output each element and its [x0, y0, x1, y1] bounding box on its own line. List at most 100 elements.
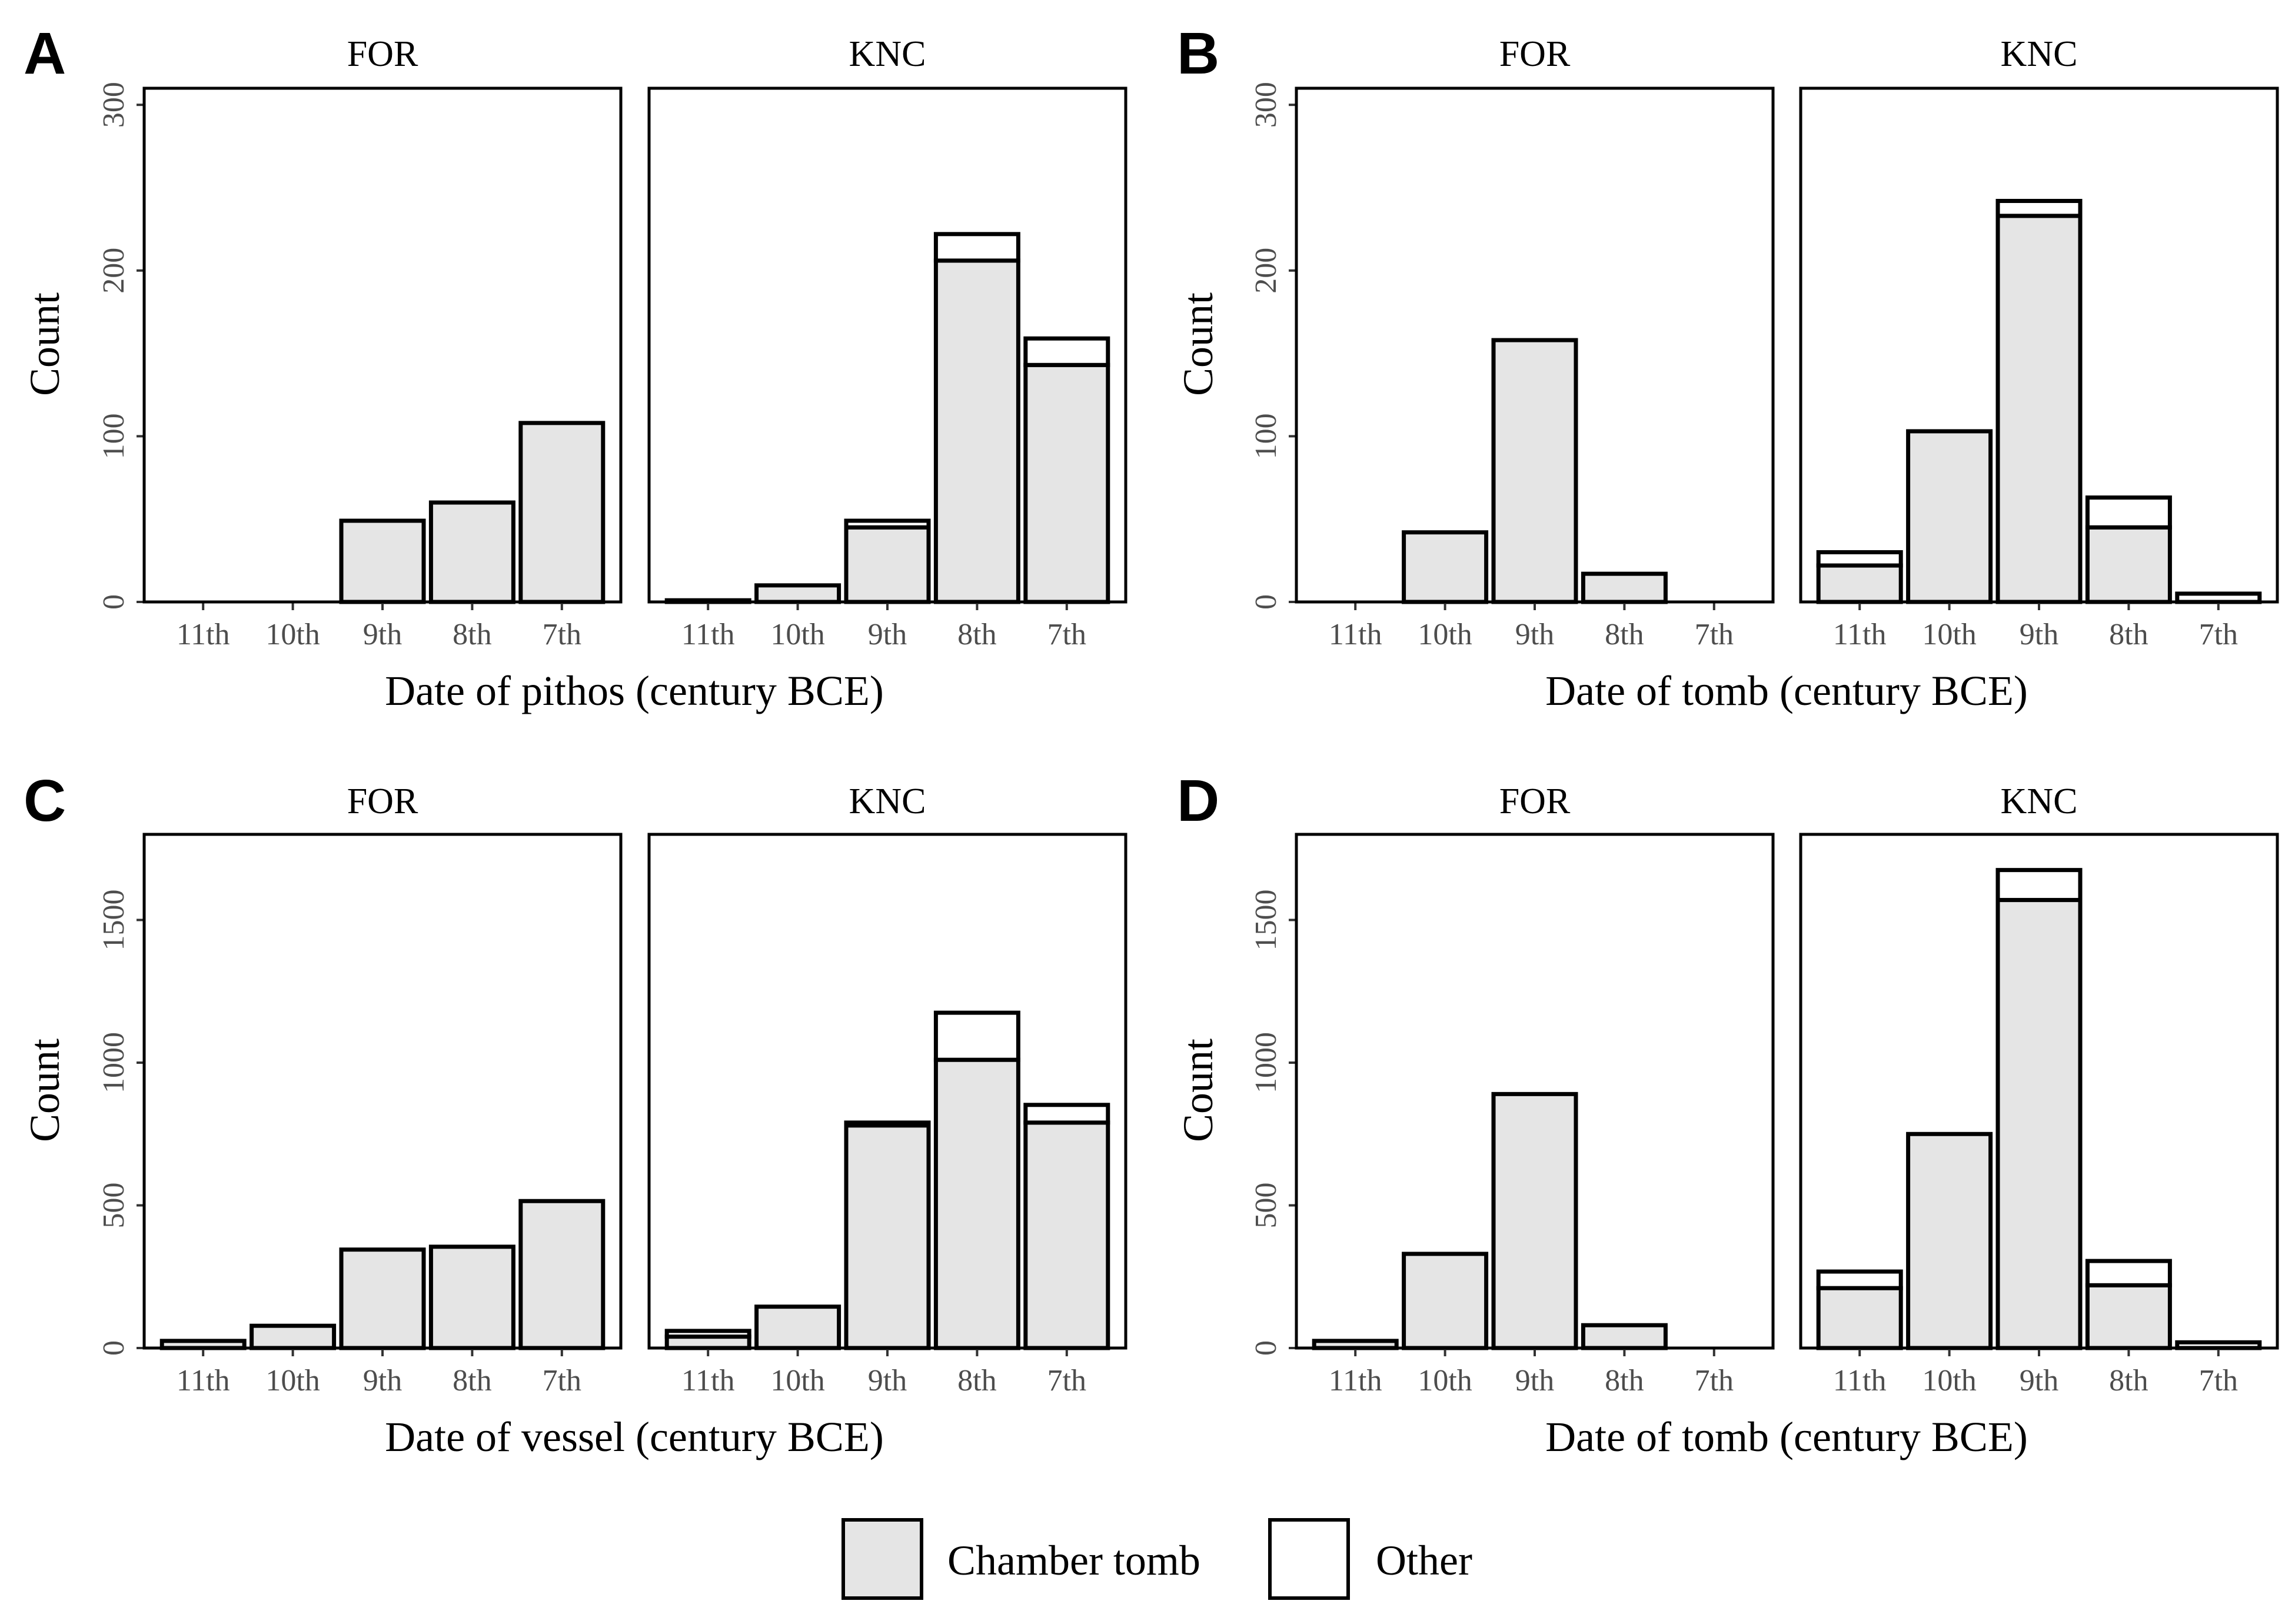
legend-key-other [1268, 1518, 1350, 1600]
x-tick-label: 10th [1922, 1364, 1976, 1397]
bar-other [844, 1120, 931, 1128]
y-tick-label: 200 [1249, 248, 1283, 294]
y-tick-label: 200 [97, 248, 131, 294]
bar-chamber-tomb [250, 1323, 337, 1350]
facet-border [142, 833, 623, 1350]
x-tick-label: 7th [543, 618, 581, 651]
bar-chamber-tomb [339, 1247, 426, 1350]
bar-chamber-tomb [1491, 338, 1578, 604]
y-axis-ticks: 0 500 1000 1500 [1249, 890, 1296, 1356]
facet-border [1799, 86, 2279, 604]
panel-letter: D [1177, 768, 1219, 834]
bar-chamber-tomb [1816, 1286, 1903, 1350]
bar-chamber-tomb [754, 583, 842, 604]
bar-chamber-tomb [1402, 530, 1489, 604]
x-tick-label: 8th [957, 1364, 996, 1397]
x-tick-label: 8th [2109, 1364, 2148, 1397]
bar-other [664, 1329, 751, 1339]
chart-b: B FOR KNC Count Date of tomb (century BC… [1175, 21, 2279, 714]
bar-chamber-tomb [844, 525, 931, 604]
y-tick-label: 100 [1249, 413, 1283, 459]
legend-key-chamber-tomb [842, 1518, 923, 1600]
x-axis-title: Date of vessel (century BCE) [385, 1413, 884, 1460]
y-axis-ticks: 0 100 200 300 [1249, 82, 1296, 610]
y-tick-label: 1500 [97, 890, 131, 951]
x-axis-ticks: 11th 10th 9th 8th 7th [681, 602, 1086, 651]
x-tick-label: 11th [1833, 1364, 1887, 1397]
x-tick-label: 8th [2109, 618, 2148, 651]
facet-label: FOR [347, 781, 418, 821]
y-axis-title: Count [1175, 1039, 1222, 1142]
x-tick-label: 8th [1605, 618, 1644, 651]
x-tick-label: 9th [1515, 1364, 1554, 1397]
facet-knc: 11th 10th 9th 8th 7th [647, 86, 1127, 651]
x-tick-label: 10th [770, 1364, 824, 1397]
x-tick-label: 11th [177, 618, 230, 651]
x-tick-label: 7th [2199, 1364, 2238, 1397]
bar-chamber-tomb [1491, 1091, 1578, 1350]
x-tick-label: 10th [1922, 618, 1976, 651]
y-tick-label: 1500 [1249, 890, 1283, 951]
bar-chamber-tomb [1581, 1323, 1668, 1350]
facet-knc: 11th 10th 9th 8th 7th [1799, 86, 2279, 651]
y-axis-title: Count [21, 292, 68, 396]
x-tick-label: 9th [363, 1364, 402, 1397]
bar-chamber-tomb [1995, 898, 2083, 1350]
bar-chamber-tomb [518, 1199, 606, 1350]
bar-chamber-tomb [2085, 1283, 2172, 1350]
bar-other [1023, 1103, 1110, 1125]
facet-for: 11th 10th 9th 8th 7th [142, 833, 623, 1397]
facet-border [1295, 86, 1775, 604]
bar-chamber-tomb [1402, 1252, 1489, 1350]
x-tick-label: 11th [1329, 1364, 1382, 1397]
bar-other [1816, 550, 1903, 568]
x-tick-label: 10th [1418, 1364, 1472, 1397]
x-tick-label: 9th [2020, 1364, 2058, 1397]
x-axis-ticks: 11th 10th 9th 8th 7th [177, 602, 581, 651]
x-tick-label: 9th [868, 618, 907, 651]
bar-other [1816, 1269, 1903, 1290]
facet-border [1295, 833, 1775, 1350]
bar-chamber-tomb [1023, 1120, 1110, 1350]
x-axis-ticks: 11th 10th 9th 8th 7th [177, 1348, 581, 1397]
y-axis-title: Count [1175, 292, 1222, 396]
facet-label: KNC [849, 34, 926, 74]
bar-chamber-tomb [1816, 563, 1903, 604]
x-tick-label: 10th [265, 618, 320, 651]
bar-other [2085, 1259, 2172, 1287]
facet-label: FOR [1499, 34, 1571, 74]
x-axis-ticks: 11th 10th 9th 8th 7th [1329, 1348, 1734, 1397]
bar-chamber-tomb [1995, 214, 2083, 604]
x-tick-label: 11th [681, 1364, 735, 1397]
panel-letter: A [24, 21, 66, 86]
y-axis-ticks: 0 500 1000 1500 [97, 890, 144, 1356]
legend-label-chamber-tomb: Chamber tomb [947, 1537, 1200, 1584]
x-axis-title: Date of tomb (century BCE) [1545, 667, 2028, 714]
y-axis-ticks: 0 100 200 300 [97, 82, 144, 610]
bar-other [1995, 198, 2083, 218]
facet-label: FOR [347, 34, 418, 74]
x-tick-label: 10th [1418, 618, 1472, 651]
bar-chamber-tomb [428, 1244, 515, 1350]
x-tick-label: 7th [1695, 1364, 1734, 1397]
facet-label: KNC [2001, 34, 2078, 74]
bar-other [1023, 336, 1110, 367]
panel-letter: B [1177, 21, 1219, 86]
bar-chamber-tomb [933, 1057, 1020, 1350]
x-axis-ticks: 11th 10th 9th 8th 7th [681, 1348, 1086, 1397]
facet-for: 11th 10th 9th 8th 7th [142, 86, 623, 651]
bar-chamber-tomb [518, 421, 606, 604]
x-tick-label: 9th [868, 1364, 907, 1397]
x-tick-label: 11th [681, 618, 735, 651]
x-axis-title: Date of tomb (century BCE) [1545, 1413, 2028, 1460]
x-tick-label: 9th [363, 618, 402, 651]
x-tick-label: 8th [957, 618, 996, 651]
facet-label: FOR [1499, 781, 1571, 821]
facet-label: KNC [2001, 781, 2078, 821]
x-tick-label: 10th [265, 1364, 320, 1397]
x-tick-label: 11th [177, 1364, 230, 1397]
bar-chamber-tomb [428, 500, 515, 604]
x-axis-ticks: 11th 10th 9th 8th 7th [1329, 602, 1734, 651]
bar-other [933, 1010, 1020, 1062]
